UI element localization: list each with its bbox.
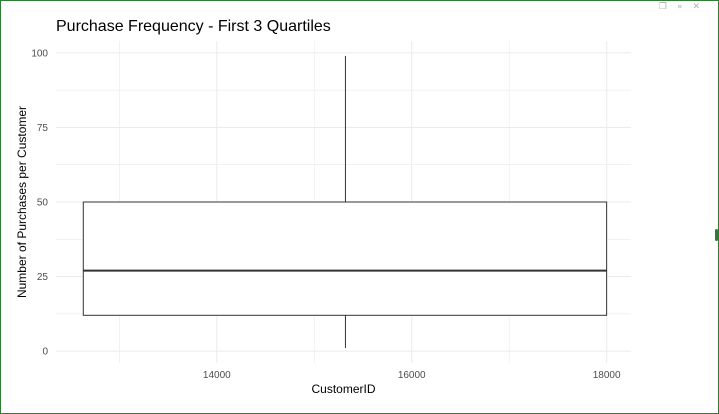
x-axis-title: CustomerID <box>311 382 375 396</box>
y-tick-label: 25 <box>37 272 49 283</box>
y-axis-ticks: 0 25 50 75 100 <box>31 48 48 357</box>
y-tick-label: 75 <box>37 123 49 134</box>
interquartile-box <box>82 201 608 316</box>
close-icon[interactable]: ✕ <box>692 2 700 12</box>
window-controls: ❐ » ✕ <box>659 2 700 12</box>
x-tick-label: 14000 <box>203 370 231 381</box>
x-axis-ticks: 14000 16000 18000 <box>203 370 621 381</box>
y-tick-label: 0 <box>42 347 48 358</box>
y-tick-label: 50 <box>37 198 49 209</box>
chart-title: Purchase Frequency - First 3 Quartiles <box>56 18 331 35</box>
collapse-icon[interactable]: » <box>676 2 683 12</box>
y-axis-title: Number of Purchases per Customer <box>15 106 29 298</box>
x-tick-label: 18000 <box>593 370 621 381</box>
x-tick-label: 16000 <box>398 370 426 381</box>
pane-splitter-handle[interactable] <box>715 229 718 241</box>
box-plot <box>82 55 608 349</box>
popout-icon[interactable]: ❐ <box>658 2 667 12</box>
y-tick-label: 100 <box>31 48 48 59</box>
